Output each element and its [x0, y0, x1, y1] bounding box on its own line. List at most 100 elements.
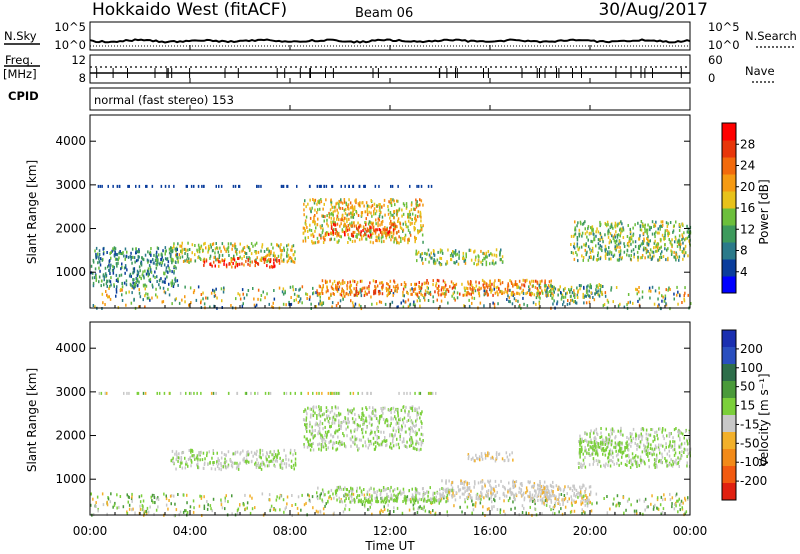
data-cell [266, 452, 269, 456]
data-cell [399, 427, 401, 431]
data-cell [301, 301, 303, 305]
data-cell [553, 505, 556, 509]
data-cell [186, 259, 188, 263]
data-cell [246, 506, 248, 510]
data-cell [256, 449, 258, 453]
data-cell [312, 448, 315, 452]
data-cell [607, 223, 609, 227]
data-cell [496, 456, 498, 460]
data-cell [355, 289, 358, 293]
data-cell [662, 295, 664, 299]
data-cell [317, 497, 319, 501]
data-cell [499, 253, 501, 257]
data-cell [210, 245, 212, 249]
data-cell [481, 278, 484, 282]
data-cell [623, 245, 626, 248]
data-cell [552, 302, 554, 306]
data-cell [641, 290, 644, 294]
data-cell [492, 259, 494, 263]
data-cell [131, 284, 134, 288]
data-cell [493, 488, 495, 491]
data-cell [329, 238, 331, 242]
data-cell [538, 291, 540, 295]
data-cell [146, 269, 149, 273]
data-cell [346, 217, 348, 221]
data-cell [413, 222, 416, 226]
data-cell [315, 421, 317, 425]
data-cell [614, 235, 616, 239]
data-cell [353, 441, 355, 445]
data-cell [243, 246, 246, 249]
data-cell [523, 498, 526, 502]
data-cell [108, 279, 110, 283]
data-cell [279, 246, 281, 250]
data-cell [348, 184, 350, 188]
power-y-axis-label: Slant Range [km] [25, 160, 39, 264]
data-cell [454, 498, 457, 502]
data-cell [387, 408, 390, 412]
data-cell [305, 205, 307, 209]
data-cell [460, 479, 462, 483]
data-cell [350, 410, 353, 414]
data-cell [466, 489, 468, 492]
data-cell [651, 494, 653, 498]
data-cell [216, 461, 218, 465]
data-cell [333, 292, 335, 296]
data-cell [363, 503, 366, 507]
data-cell [415, 419, 417, 423]
data-cell [508, 481, 510, 485]
data-cell [558, 510, 560, 514]
data-cell [312, 436, 314, 440]
data-cell [677, 302, 679, 306]
data-cell [332, 213, 334, 217]
data-cell [458, 250, 460, 254]
data-cell [491, 288, 493, 292]
data-cell [320, 445, 323, 449]
data-cell [369, 486, 372, 490]
data-cell [398, 391, 400, 395]
data-cell [446, 497, 449, 500]
data-cell [527, 480, 529, 484]
data-cell [502, 484, 504, 488]
data-cell [228, 262, 230, 266]
data-cell [330, 433, 332, 437]
data-cell [573, 292, 575, 296]
data-cell [667, 256, 669, 260]
data-cell [609, 507, 611, 511]
data-cell [215, 246, 218, 250]
data-cell [418, 284, 420, 288]
data-cell [638, 290, 640, 294]
data-cell [180, 249, 182, 253]
data-cell [382, 235, 384, 239]
data-cell [254, 264, 256, 268]
data-cell [144, 269, 146, 273]
data-cell [671, 496, 674, 500]
data-cell [239, 503, 241, 507]
data-cell [354, 199, 356, 203]
data-cell [361, 428, 363, 432]
data-cell [681, 233, 683, 237]
data-cell [434, 259, 436, 263]
data-cell [125, 254, 128, 258]
data-cell [484, 286, 486, 290]
data-cell [586, 230, 588, 234]
data-cell [321, 436, 324, 440]
data-cell [156, 255, 158, 259]
data-cell [416, 259, 418, 263]
data-cell [135, 280, 138, 284]
data-cell [427, 498, 429, 502]
data-cell [364, 419, 367, 423]
data-cell [643, 237, 645, 241]
data-cell [419, 299, 421, 303]
data-cell [310, 229, 313, 232]
data-cell [372, 411, 374, 415]
data-cell [529, 287, 531, 291]
data-cell [180, 461, 182, 465]
data-cell [149, 298, 151, 302]
data-cell [406, 440, 408, 444]
data-cell [144, 287, 146, 291]
data-cell [546, 288, 548, 292]
data-cell [318, 408, 321, 412]
data-cell [612, 300, 614, 304]
data-cell [177, 456, 180, 460]
